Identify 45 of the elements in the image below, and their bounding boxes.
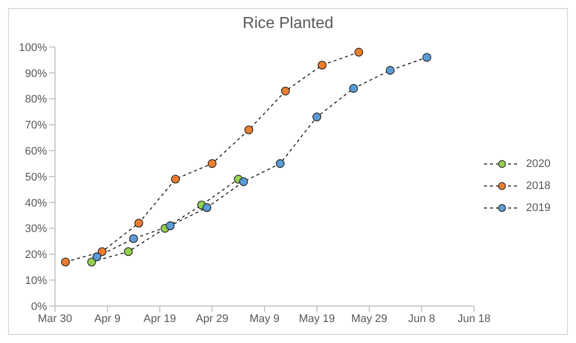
x-tick-label: Jun 18 xyxy=(457,312,491,325)
point xyxy=(129,234,138,244)
point xyxy=(134,218,144,228)
point xyxy=(166,221,175,230)
point xyxy=(349,84,358,93)
point xyxy=(281,86,290,96)
point xyxy=(124,247,133,256)
x-tick-label: Apr 19 xyxy=(144,312,176,325)
x-tick-label: Jun 8 xyxy=(408,312,436,325)
legend-label: 2019 xyxy=(526,202,550,214)
y-tick-label: 0% xyxy=(31,300,48,313)
legend-label: 2020 xyxy=(526,158,550,170)
y-tick-label: 40% xyxy=(24,197,48,210)
y-tick-label: 100% xyxy=(18,42,48,54)
point xyxy=(171,174,180,184)
point xyxy=(61,258,70,266)
point xyxy=(239,177,248,186)
x-tick-label: May 19 xyxy=(298,312,335,325)
point xyxy=(312,112,322,122)
y-tick-label: 60% xyxy=(24,146,48,158)
point xyxy=(318,60,327,70)
point xyxy=(386,66,395,75)
point xyxy=(98,247,107,256)
y-tick-label: 80% xyxy=(24,94,48,106)
x-tick-label: May 29 xyxy=(351,312,388,325)
point xyxy=(244,125,254,134)
y-tick-label: 20% xyxy=(24,249,48,262)
point xyxy=(92,252,102,262)
point xyxy=(354,48,364,57)
y-tick-label: 30% xyxy=(24,223,48,236)
y-tick-label: 70% xyxy=(24,120,48,132)
chart-title: Rice Planted xyxy=(242,14,334,34)
x-tick-label: Mar 30 xyxy=(38,312,72,325)
point xyxy=(87,258,96,266)
point xyxy=(208,159,217,168)
x-tick-label: Apr 29 xyxy=(196,312,228,325)
x-tick-label: May 9 xyxy=(250,312,280,325)
x-tick-label: Apr 9 xyxy=(94,312,121,325)
y-tick-label: 10% xyxy=(24,275,48,288)
point xyxy=(276,159,285,168)
y-tick-label: 50% xyxy=(24,171,48,184)
y-tick-label: 90% xyxy=(24,68,48,80)
legend-label: 2018 xyxy=(526,180,550,192)
point xyxy=(202,203,212,212)
point xyxy=(422,52,432,62)
